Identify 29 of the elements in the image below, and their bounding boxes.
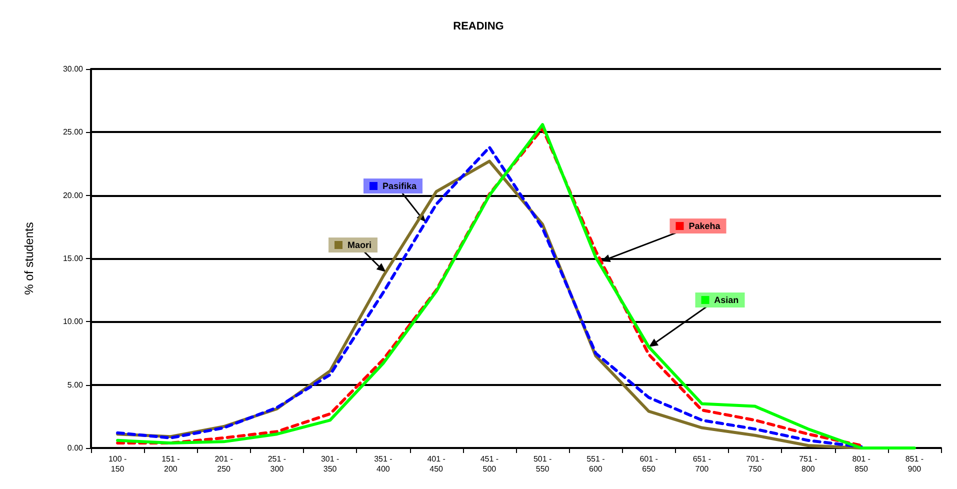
x-tick-label: 751 - 800 xyxy=(799,454,818,474)
x-tick-label: 601 - 650 xyxy=(640,454,658,474)
y-tick-label: 5.00 xyxy=(67,380,84,390)
x-tick-label: 251 - 300 xyxy=(268,454,286,474)
x-tick-label: 401 - 450 xyxy=(427,454,446,474)
legend-label: Pakeha xyxy=(684,221,722,231)
x-tick-label: 100 - 150 xyxy=(108,454,128,474)
y-tick-label: 10.00 xyxy=(62,317,84,326)
y-tick-label: 25.00 xyxy=(62,128,84,137)
x-tick-label: 851 - 900 xyxy=(905,454,924,474)
x-tick-label: 701 - 750 xyxy=(746,454,765,474)
y-axis-title: % of students xyxy=(22,222,36,295)
x-tick-label: 151 - 200 xyxy=(162,454,180,474)
legend-label: Maori xyxy=(342,240,372,250)
y-tick-label: 15.00 xyxy=(62,254,84,263)
x-tick-label: 651 - 700 xyxy=(692,454,712,474)
x-tick-label: 501 - 550 xyxy=(533,454,552,474)
legend-label: Asian xyxy=(709,295,739,305)
chart-title: READING xyxy=(453,20,504,32)
x-tick-label: 351 - 400 xyxy=(374,454,393,474)
x-tick-label: 301 - 350 xyxy=(320,454,340,474)
x-tick-label: 551 - 600 xyxy=(586,454,606,474)
y-tick-label: 0.00 xyxy=(67,444,84,452)
x-tick-label: 801 - 850 xyxy=(852,454,871,474)
x-tick-label: 201 - 250 xyxy=(214,454,234,474)
legend-label: Pasifika xyxy=(377,181,418,191)
x-tick-label: 451 - 500 xyxy=(480,454,499,474)
y-tick-label: 30.00 xyxy=(62,64,84,74)
y-tick-label: 20.00 xyxy=(62,190,84,200)
